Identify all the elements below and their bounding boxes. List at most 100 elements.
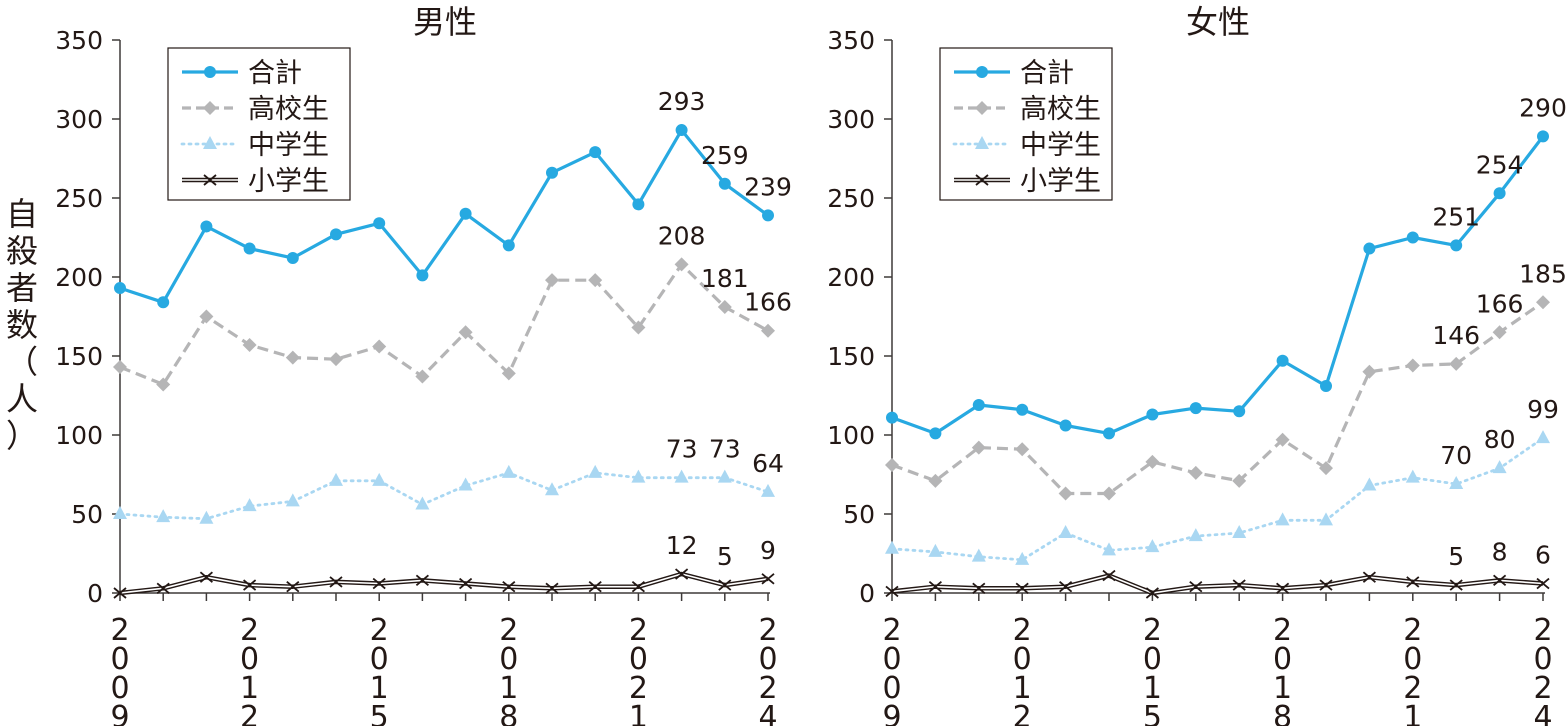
data-point [1058,524,1073,538]
x-tick-label-char: 4 [1533,700,1552,726]
data-point [242,337,257,352]
data-point [416,269,429,282]
y-tick-label: 200 [55,263,103,292]
series-line [891,300,1544,496]
y-tick-label: 200 [827,263,875,292]
data-point [203,101,217,115]
series-3: 70 80 99 [885,395,1559,565]
data-point [886,411,898,424]
data-point [156,377,171,392]
y-tick-label: 50 [843,500,875,529]
data-point [372,472,387,486]
data-point [1016,403,1029,416]
data-label: 166 [1476,289,1524,318]
x-tick-label-char: 8 [1273,700,1292,726]
data-point [928,473,943,488]
legend-label: 高校生 [248,94,329,125]
data-label: 185 [1519,259,1567,288]
x-tick-label-char: 2 [758,671,777,706]
data-point [1492,325,1507,340]
x-tick-label-char: 0 [758,642,777,677]
data-point [971,548,986,562]
data-point [675,568,689,580]
data-point [329,472,343,486]
data-point [286,252,299,265]
y-tick-label: 250 [55,184,103,213]
data-point [1319,579,1333,591]
data-point [1102,569,1116,582]
data-point [588,273,603,288]
x-tick-label-char: 0 [1013,642,1032,677]
x-tick-label-char: 0 [499,642,518,677]
data-point [1362,364,1377,379]
legend-item: 小学生 [954,166,1101,197]
data-point [1492,460,1507,474]
legend-item: 小学生 [182,166,329,197]
data-point [885,585,899,598]
data-point [200,220,213,233]
series-1: 251 254 290 [886,93,1567,440]
data-label: 12 [666,531,698,560]
data-label: 64 [752,449,784,478]
data-label: 80 [1484,425,1516,454]
data-label: 259 [701,141,749,170]
data-label: 239 [744,172,792,201]
data-label: 6 [1535,541,1551,570]
x-tick-label-char: 5 [1143,700,1162,726]
y-tick-label: 100 [827,421,875,450]
data-point [156,509,171,523]
x-tick-label-char: 2 [1533,671,1552,706]
series-3: 73 73 64 [113,435,784,524]
data-point [1319,461,1333,476]
data-point [885,458,899,473]
data-point [632,198,645,211]
data-point [971,440,986,455]
x-tick-label-char: 1 [629,700,648,726]
data-point [1232,524,1247,538]
series-line [119,128,769,304]
chart-panel-2: 女性05010015020025030035020092012201520182… [827,3,1567,726]
data-point [415,574,429,587]
x-tick-label-char: 2 [110,613,129,648]
legend-item: 高校生 [182,94,329,125]
data-point [545,273,559,288]
data-point [1276,354,1289,367]
x-tick-label-char: 4 [758,700,777,726]
data-point [631,580,645,593]
data-point [458,325,473,340]
data-label: 290 [1519,93,1567,122]
x-tick-label-char: 2 [240,613,259,648]
data-point [156,582,170,594]
data-label: 293 [658,87,706,116]
x-tick-label-char: 0 [1533,642,1552,677]
data-point [589,146,602,159]
data-point [588,580,602,593]
x-tick-label-char: 1 [370,671,389,706]
x-tick-label-char: 0 [882,642,901,677]
data-point [1233,405,1246,418]
data-point [157,296,170,309]
data-label: 9 [760,536,776,565]
data-point [199,510,214,524]
y-tick-label: 250 [827,184,875,213]
data-point [372,577,386,590]
data-point [113,506,127,519]
data-point [502,239,515,252]
y-axis-label-char: 数 [5,306,38,344]
data-point [1406,576,1420,588]
legend-item: 合計 [182,58,302,89]
y-tick-label: 300 [55,105,103,134]
data-point [243,579,257,591]
data-point [762,209,774,222]
legend-label: 合計 [1020,58,1074,89]
data-point [1276,582,1290,594]
data-point [1188,465,1203,480]
y-axis-label-char: 人 [5,380,38,418]
